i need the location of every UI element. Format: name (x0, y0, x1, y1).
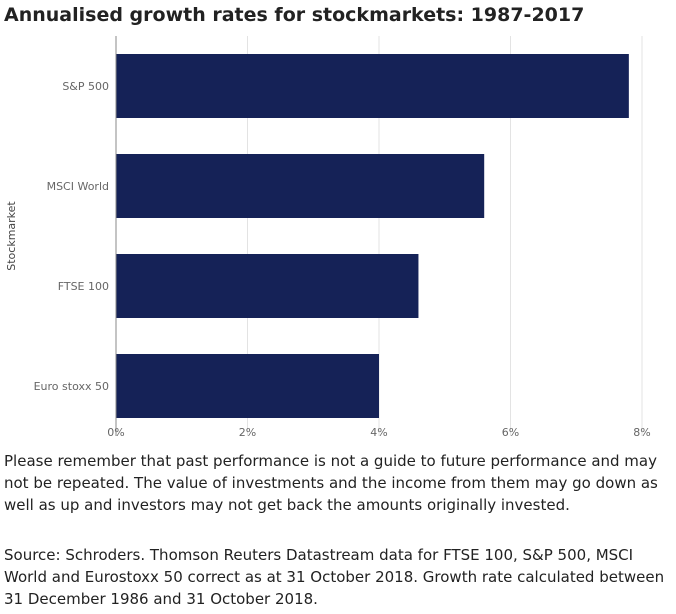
chart-title: Annualised growth rates for stockmarkets… (4, 4, 585, 26)
bar (116, 154, 485, 218)
x-tick-label: 0% (107, 426, 124, 439)
category-labels: S&P 500 MSCI World FTSE 100 Euro stoxx 50 (34, 80, 109, 393)
x-tick-label: 6% (502, 426, 519, 439)
x-tick-label: 2% (239, 426, 256, 439)
x-tick-label: 4% (370, 426, 387, 439)
disclaimer-text: Please remember that past performance is… (4, 452, 658, 514)
source-text: Source: Schroders. Thomson Reuters Datas… (4, 546, 665, 608)
bar (116, 54, 629, 118)
x-tick-labels: 0% 2% 4% 6% 8% (107, 426, 650, 439)
x-tick-label: 8% (633, 426, 650, 439)
bar (116, 254, 419, 318)
category-label: MSCI World (47, 180, 109, 193)
y-axis-title: Stockmarket (5, 201, 18, 271)
category-label: S&P 500 (62, 80, 109, 93)
category-label: Euro stoxx 50 (34, 380, 109, 393)
bars (116, 54, 629, 418)
category-label: FTSE 100 (58, 280, 109, 293)
bar (116, 354, 379, 418)
bar-chart: S&P 500 MSCI World FTSE 100 Euro stoxx 50 0… (5, 36, 651, 439)
